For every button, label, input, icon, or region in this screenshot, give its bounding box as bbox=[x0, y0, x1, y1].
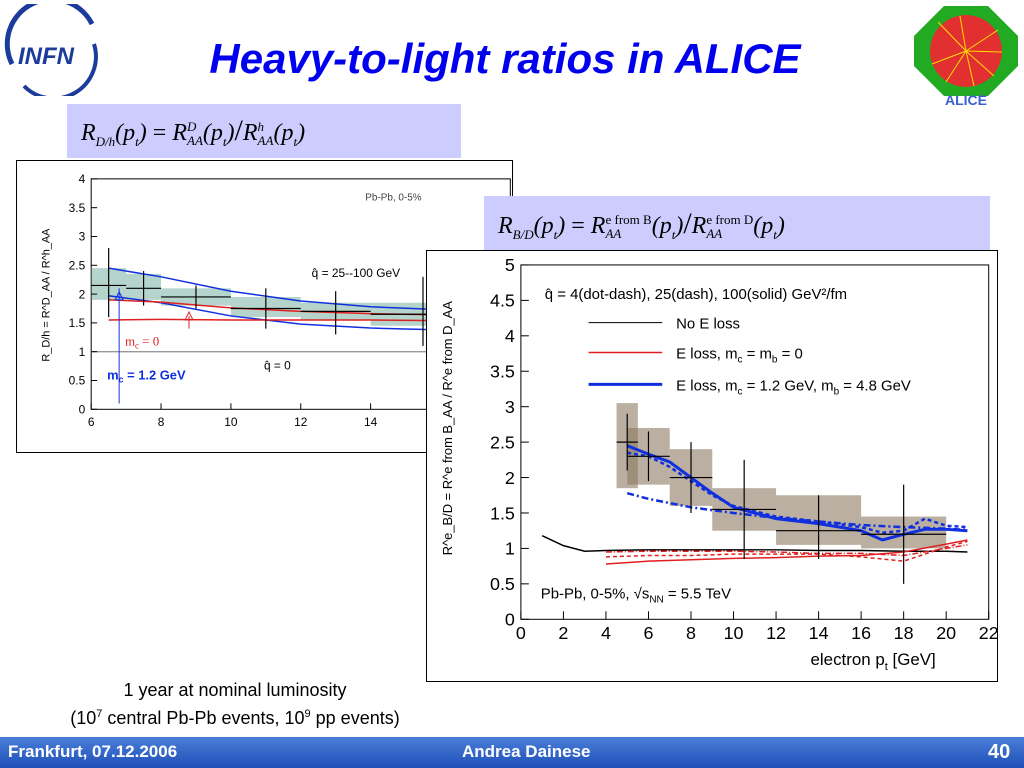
slide-title: Heavy-to-light ratios in ALICE bbox=[209, 35, 801, 82]
x-tick-label-2: 10 bbox=[224, 415, 238, 429]
right-plot-legend-title: q̂ = 4(dot-dash), 25(dash), 100(solid) G… bbox=[545, 286, 847, 303]
right-plot-ylabel: R^e_B/D = R^e from B_AA / R^e from D_AA bbox=[440, 301, 455, 555]
x-tick-label-1: 8 bbox=[158, 415, 165, 429]
legend-label-mc0: E loss, mc = mb = 0 bbox=[676, 346, 803, 366]
x-tick-label-3: 6 bbox=[643, 623, 653, 643]
y-tick-label-2: 1 bbox=[505, 539, 515, 559]
y-tick-label-1: 0.5 bbox=[69, 374, 86, 388]
footer-bar bbox=[0, 737, 1024, 768]
x-tick-label-5: 10 bbox=[724, 623, 744, 643]
formula-d-h-den-sub: AA bbox=[257, 133, 274, 149]
footer-page-number: 40 bbox=[988, 741, 1011, 763]
x-tick-label-7: 14 bbox=[809, 623, 829, 643]
y-tick-label-7: 3.5 bbox=[69, 201, 86, 215]
series-line-1 bbox=[605, 539, 968, 565]
formula-b-d-num-sub: AA bbox=[605, 226, 622, 242]
x-tick-label-10: 20 bbox=[936, 623, 956, 643]
formula-d-h-num-sub: AA bbox=[187, 133, 203, 149]
series-line-5 bbox=[626, 451, 968, 535]
footer-author: Andrea Dainese bbox=[462, 742, 591, 761]
y-tick-label-2: 1 bbox=[79, 345, 86, 359]
series-line-4 bbox=[626, 444, 968, 542]
x-tick-label-0: 0 bbox=[516, 623, 526, 643]
right-plot-xlabel: electron pt [GeV] bbox=[811, 650, 936, 673]
x-tick-label-2: 4 bbox=[601, 623, 611, 643]
left-plot-collision-label: Pb-Pb, 0-5% bbox=[365, 193, 421, 204]
y-tick-label-3: 1.5 bbox=[69, 316, 86, 330]
y-tick-label-9: 4.5 bbox=[490, 291, 515, 311]
y-tick-label-7: 3.5 bbox=[490, 362, 515, 382]
left-plot-mc12-label: m bbox=[107, 367, 118, 382]
y-tick-label-5: 2.5 bbox=[69, 258, 86, 272]
y-tick-label-8: 4 bbox=[505, 326, 515, 346]
footer-location-date: Frankfurt, 07.12.2006 bbox=[8, 742, 178, 761]
y-tick-label-4: 2 bbox=[505, 468, 515, 488]
x-tick-label-0: 6 bbox=[88, 415, 95, 429]
y-tick-label-0: 0 bbox=[79, 402, 86, 416]
x-tick-label-1: 2 bbox=[558, 623, 568, 643]
formula-d-h-num-sup: D bbox=[187, 119, 197, 135]
left-plot-q0-label: q̂ = 0 bbox=[264, 359, 291, 373]
left-mc0-marker bbox=[184, 310, 194, 321]
formula-b-d-den-sup: e from D bbox=[706, 212, 754, 228]
y-tick-label-6: 3 bbox=[505, 397, 515, 417]
left-mc12-marker bbox=[114, 290, 124, 301]
x-tick-label-8: 16 bbox=[851, 623, 871, 643]
y-tick-label-0: 0 bbox=[505, 610, 515, 630]
series-line-2 bbox=[605, 540, 968, 562]
formula-b-d-num-sup: e from B bbox=[605, 212, 652, 228]
x-tick-label-9: 18 bbox=[894, 623, 914, 643]
y-tick-label-6: 3 bbox=[79, 230, 86, 244]
formula-d-h: RD/h(pt) = R D AA (pt)/R h AA (pt) bbox=[67, 104, 461, 158]
x-tick-label-4: 14 bbox=[364, 415, 378, 429]
y-tick-label-10: 5 bbox=[505, 255, 515, 275]
right-plot: 0 2 4 6 8 10 12 14 16 18 20 22 0 0.5 1 1.5 2 2.5 3 3.5 4 4.5 5… bbox=[426, 250, 998, 682]
y-tick-label-1: 0.5 bbox=[490, 574, 515, 594]
plot-frame bbox=[520, 264, 990, 620]
y-tick-label-5: 2.5 bbox=[490, 432, 515, 452]
formula-b-d-lhs-sub: B/D bbox=[512, 226, 534, 242]
legend-label-mc12: E loss, mc = 1.2 GeV, mb = 4.8 GeV bbox=[676, 377, 911, 397]
luminosity-caption: 1 year at nominal luminosity (107 centra… bbox=[0, 678, 470, 730]
series-line-6 bbox=[626, 491, 968, 532]
caption-line-2: (107 central Pb-Pb events, 109 pp events… bbox=[70, 708, 400, 728]
formula-b-d-den-sub: AA bbox=[706, 226, 723, 242]
infn-logo: INFN bbox=[4, 4, 98, 96]
y-tick-label-4: 2 bbox=[79, 287, 86, 301]
left-plot-mc0-label: m bbox=[125, 334, 135, 349]
y-tick-label-3: 1.5 bbox=[490, 503, 515, 523]
x-tick-label-11: 22 bbox=[979, 623, 998, 643]
alice-logo-text: ALICE bbox=[945, 92, 987, 106]
left-plot-ylabel: R_D/h = R^D_AA / R^h_AA bbox=[40, 228, 52, 362]
x-tick-label-4: 8 bbox=[686, 623, 696, 643]
series-line-3 bbox=[605, 544, 968, 557]
y-tick-label-8: 4 bbox=[79, 172, 86, 186]
alice-logo: ALICE bbox=[914, 6, 1018, 106]
left-plot-band-label: q̂ = 25--100 GeV bbox=[312, 266, 400, 280]
svg-text:mc = 1.2 GeV: mc = 1.2 GeV bbox=[107, 367, 186, 384]
formula-d-h-lhs-sub: D/h bbox=[95, 133, 116, 149]
legend-label-no-eloss: No E loss bbox=[676, 316, 740, 333]
formula-d-h-den-sup: h bbox=[257, 119, 265, 135]
caption-line-1: 1 year at nominal luminosity bbox=[123, 680, 347, 700]
x-tick-label-3: 12 bbox=[294, 415, 308, 429]
svg-text:mc = 0: mc = 0 bbox=[125, 334, 159, 351]
x-tick-label-6: 12 bbox=[766, 623, 786, 643]
right-plot-bottom-label: Pb-Pb, 0-5%, √sNN = 5.5 TeV bbox=[541, 585, 731, 605]
infn-logo-text: INFN bbox=[18, 43, 75, 70]
